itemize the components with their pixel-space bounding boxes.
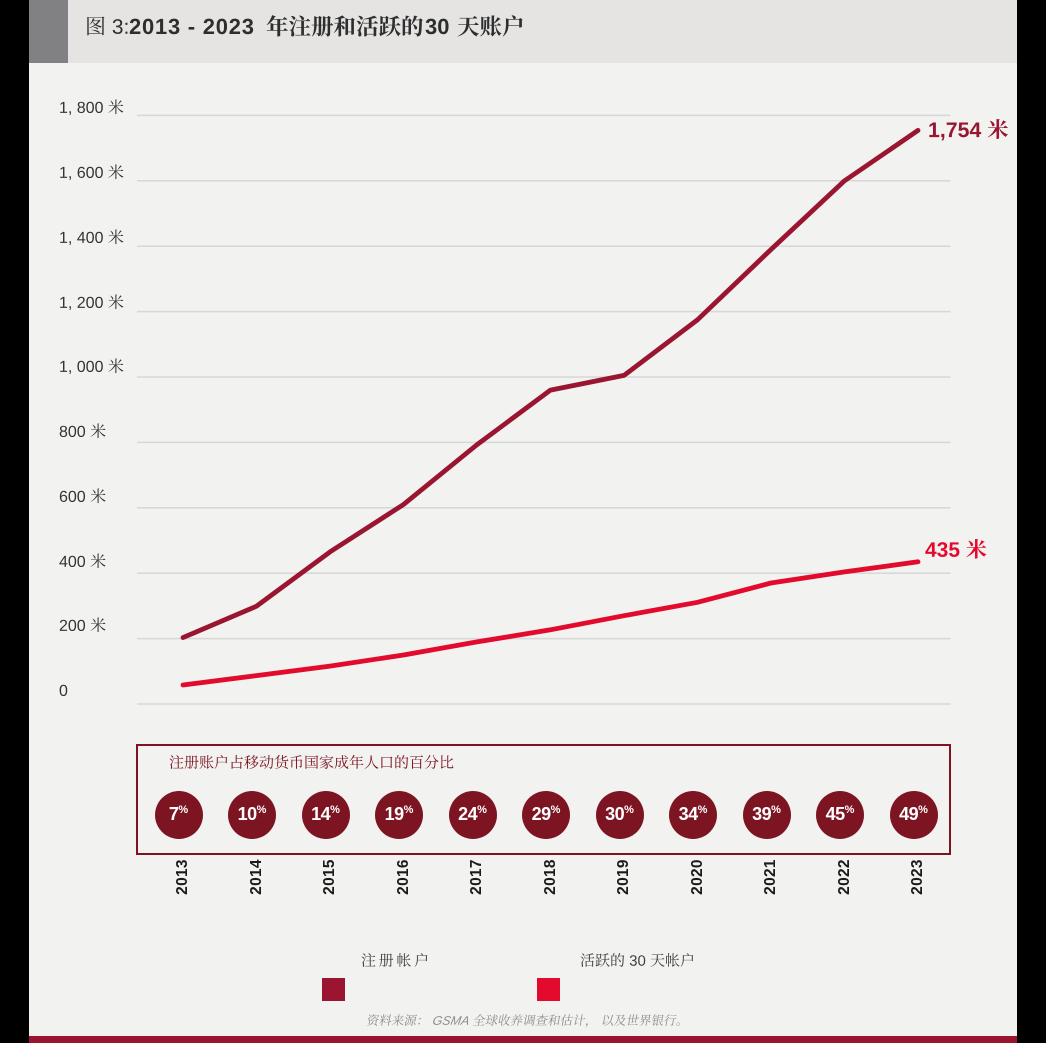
x-axis-label: 2019 [615,858,632,895]
x-axis-label: 2022 [835,858,853,895]
x-axis-label: 2018 [541,858,559,895]
percent-sign: % [697,804,708,817]
percentage-value: 14 [311,804,331,825]
percentage-circle: 14% [301,790,350,839]
percentage-circle: 29% [522,790,570,839]
percentage-value: 24 [458,804,478,825]
series-line-active [180,559,921,688]
percentage-circle: 7% [154,790,203,839]
percentage-circle: 24% [448,790,497,839]
percentage-value: 45 [825,804,846,825]
x-axis-label: 2016 [394,858,412,895]
percent-sign: % [477,804,487,817]
percentage-value: 19 [384,804,405,825]
footer-accent-bar [29,1036,1017,1043]
legend-swatch-registered [322,978,345,1001]
percentage-value: 39 [752,804,772,825]
percentage-circle: 45% [816,790,864,839]
x-axis-label: 2013 [174,858,191,895]
percentage-circle: 49% [889,790,938,839]
percentage-circle: 19% [375,790,423,839]
percent-sign: % [403,804,414,817]
percentage-value: 10 [237,804,258,825]
percent-sign: % [256,804,267,817]
x-axis-label: 2014 [247,858,265,895]
percentage-circle: 39% [742,790,791,839]
header-corner-square [29,0,68,63]
percentage-value: 29 [531,804,552,825]
figure-header [29,0,1017,63]
x-axis-label: 2017 [468,858,485,895]
percent-sign: % [771,804,781,817]
percentage-circle: 10% [228,790,276,839]
percentage-value: 34 [678,804,699,825]
x-axis-label: 2020 [688,858,706,895]
percentage-value: 49 [899,804,919,825]
percentage-value: 30 [605,804,625,825]
percent-sign: % [550,804,561,817]
legend-swatch-active [537,978,560,1001]
percentage-circle: 30% [595,790,644,839]
x-axis-label: 2023 [909,858,926,895]
x-axis-label: 2021 [762,858,779,895]
page-left-margin [0,0,29,1043]
percent-sign: % [330,804,340,817]
series-line-registered [180,127,921,640]
percentage-panel [136,744,951,855]
percentage-circle: 34% [669,790,717,839]
percent-sign: % [844,804,855,817]
percent-sign: % [178,804,189,817]
x-axis-label: 2015 [321,858,338,895]
percent-sign: % [918,804,928,817]
percent-sign: % [624,804,634,817]
page-right-margin [1017,0,1046,1043]
percentage-value: 7 [168,804,179,825]
